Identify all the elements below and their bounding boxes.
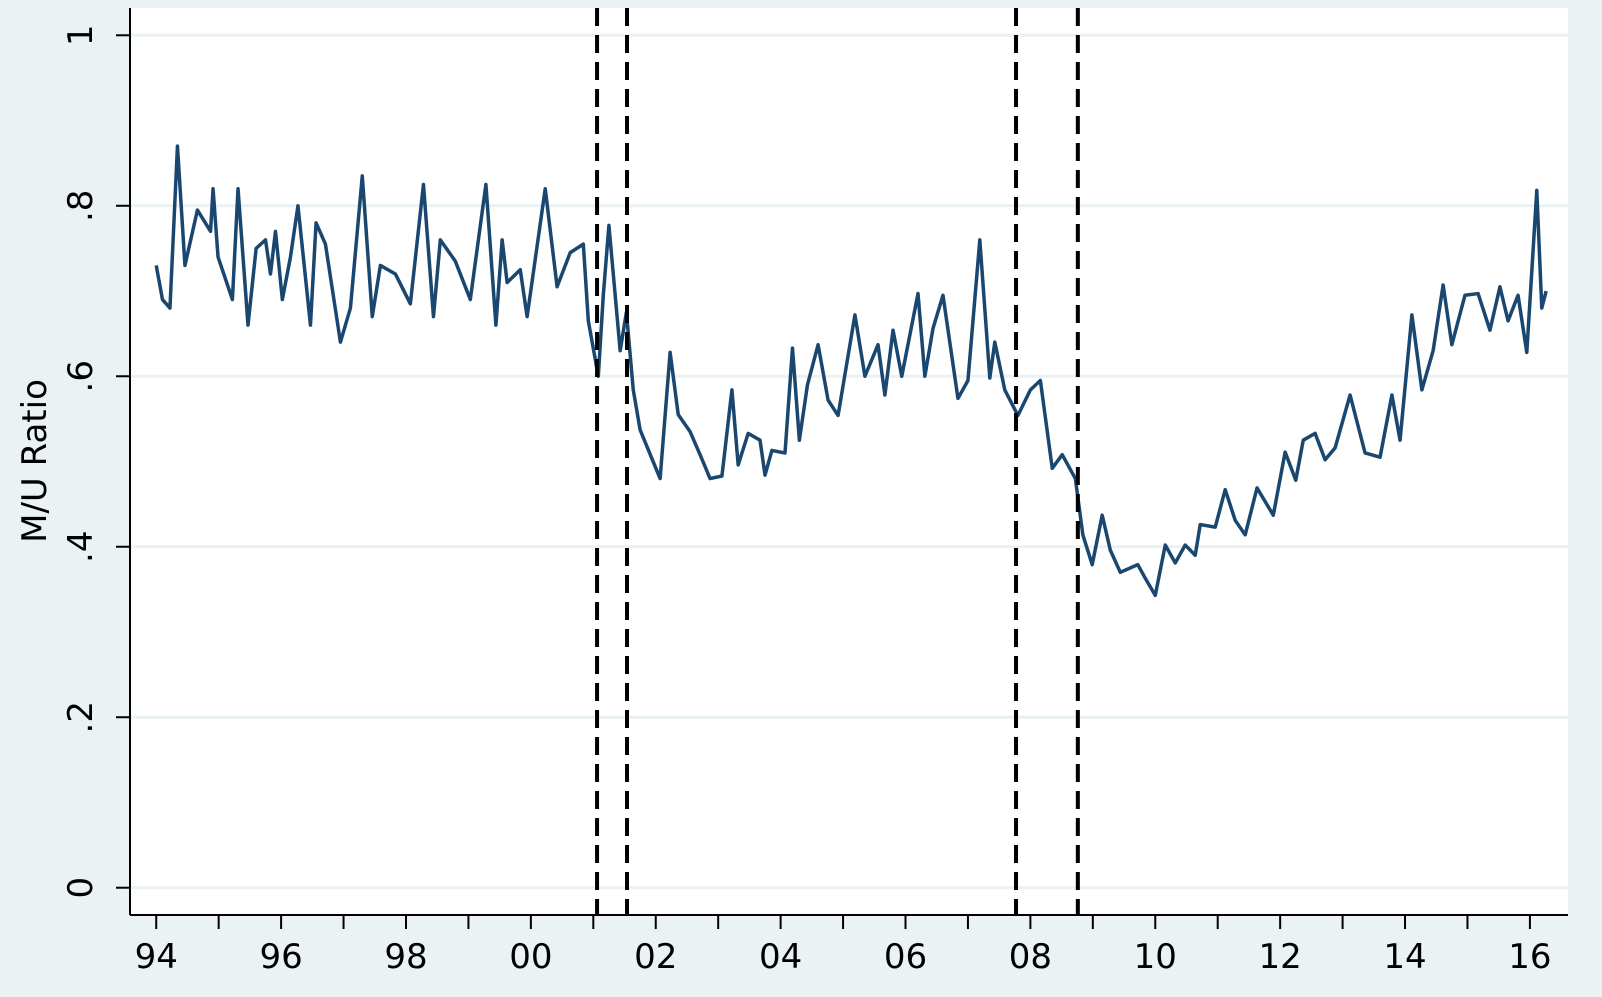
x-tick-label: 04 [759, 937, 802, 977]
y-tick-label: .8 [61, 190, 101, 222]
x-tick-label: 16 [1508, 937, 1551, 977]
y-tick-label: .6 [61, 360, 101, 392]
y-tick-label: .4 [61, 531, 101, 563]
data-line [154, 144, 1548, 598]
x-tick-label: 12 [1259, 937, 1302, 977]
x-tick-label: 08 [1009, 937, 1052, 977]
x-tick-label: 96 [259, 937, 302, 977]
x-tick-label: 98 [384, 937, 427, 977]
x-tick-label: 00 [509, 937, 552, 977]
y-axis-label: M/U Ratio [15, 379, 55, 543]
y-tick-label: 1 [61, 24, 101, 46]
x-tick-label: 14 [1383, 937, 1426, 977]
y-tick-label: .2 [61, 701, 101, 733]
x-tick-label: 02 [634, 937, 677, 977]
x-tick-label: 94 [135, 937, 178, 977]
plot-area [130, 8, 1568, 915]
x-tick-label: 10 [1134, 937, 1177, 977]
x-tick-label: 06 [884, 937, 927, 977]
y-tick-label: 0 [61, 877, 101, 899]
